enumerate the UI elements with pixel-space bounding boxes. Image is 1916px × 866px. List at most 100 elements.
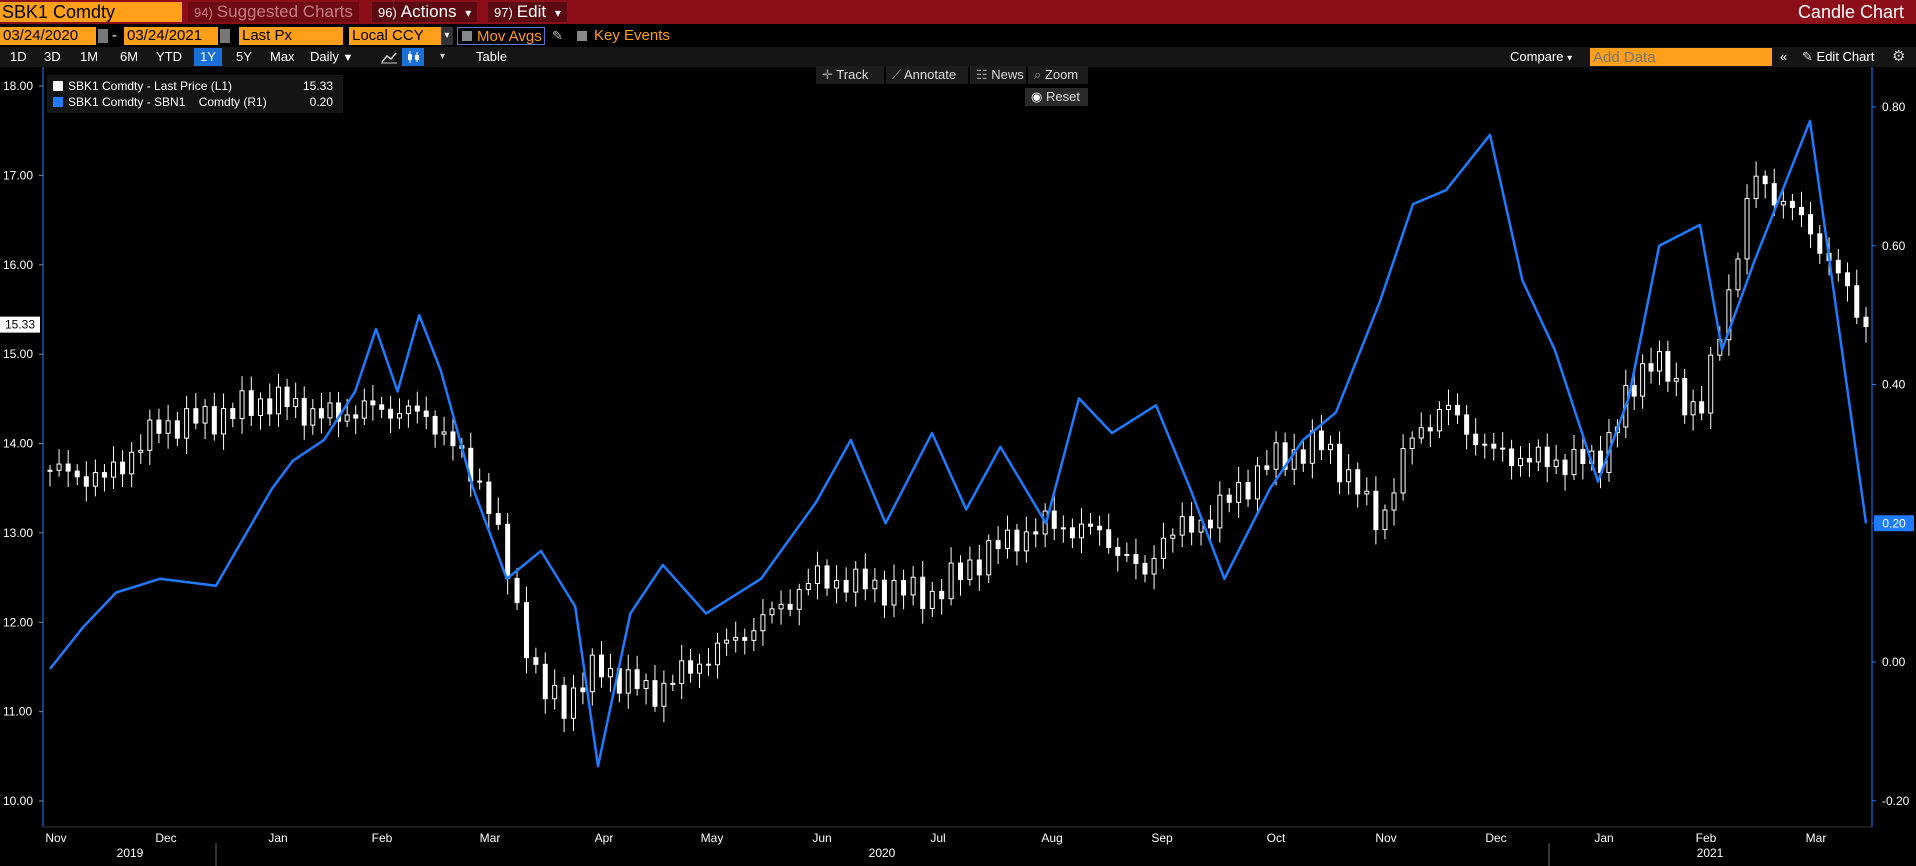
candle-body <box>1346 469 1352 483</box>
start-date-calendar-icon[interactable] <box>98 29 108 43</box>
annotate-tool[interactable]: ⟋ Annotate <box>886 66 968 84</box>
range-1m[interactable]: 1M <box>80 49 99 64</box>
range-1d[interactable]: 1D <box>10 49 27 64</box>
range-5y[interactable]: 5Y <box>236 49 252 64</box>
candle-body <box>652 680 658 707</box>
candle-body <box>310 408 316 426</box>
key-events-checkbox[interactable] <box>577 31 587 41</box>
ticker-field[interactable]: SBK1 Comdty <box>0 2 182 22</box>
currency-dropdown-icon[interactable]: ▾ <box>441 27 453 45</box>
candle-body <box>881 579 887 606</box>
candle-body <box>267 398 273 415</box>
candle-body <box>661 682 667 707</box>
candle-chart-icon[interactable] <box>402 48 424 66</box>
candle-body <box>193 408 199 424</box>
candle-body <box>1835 259 1841 274</box>
field-selector[interactable]: Last Px <box>239 27 343 45</box>
end-date-calendar-icon[interactable] <box>220 29 230 43</box>
candle-body <box>147 419 153 451</box>
chart-style-dropdown-icon[interactable]: ▾ <box>440 51 446 62</box>
legend-item-price[interactable]: SBK1 Comdty - Last Price (L1) 15.33 <box>53 78 337 94</box>
x-axis-month-label: Aug <box>1041 831 1062 845</box>
pencil-icon[interactable]: ✎ <box>552 28 563 43</box>
candle-body <box>1518 458 1524 467</box>
candle-body <box>1069 527 1075 539</box>
candle-body <box>607 668 613 678</box>
candle-body <box>1355 469 1361 495</box>
right-axis-tick-label: 0.00 <box>1882 655 1906 669</box>
x-axis-month-label: Feb <box>1696 831 1717 845</box>
compare-button[interactable]: Compare ▾ <box>1504 48 1588 66</box>
candle-chart-plot[interactable]: 10.00 11.00 12.00 13.00 14.00 15.00 16.00 17.00… <box>0 67 1916 866</box>
end-date-field[interactable]: 03/24/2021 <box>124 27 218 45</box>
range-max[interactable]: Max <box>270 49 295 64</box>
last-price-tag <box>0 316 40 333</box>
candle-body <box>1142 562 1148 575</box>
x-axis-month-label: Feb <box>372 831 393 845</box>
candle-body <box>65 463 71 472</box>
line-chart-icon[interactable] <box>378 48 400 66</box>
legend-item-spread[interactable]: SBK1 Comdty - SBN1 Comdty (R1) 0.20 <box>53 94 337 110</box>
track-icon: ✛ <box>822 67 833 82</box>
candle-body <box>1445 404 1451 410</box>
left-axis-tick-label: 16.00 <box>3 258 33 272</box>
edit-chart-button[interactable]: ✎ Edit Chart <box>1796 48 1880 66</box>
candle-body <box>891 580 897 606</box>
candle-body <box>1060 527 1066 530</box>
reset-button[interactable]: ◉ Reset <box>1025 88 1088 106</box>
spread-line <box>49 119 1868 768</box>
suggested-charts-menu[interactable]: 94) Suggested Charts <box>188 2 359 22</box>
mov-avgs-checkbox[interactable] <box>462 31 472 41</box>
actions-menu[interactable]: 96) Actions ▾ <box>372 2 478 22</box>
candle-body <box>1526 458 1532 463</box>
candle-body <box>1217 494 1223 529</box>
x-axis-month-label: Mar <box>480 831 501 845</box>
edit-caret-icon: ▾ <box>554 6 561 20</box>
range-3d[interactable]: 3D <box>44 49 61 64</box>
x-axis-month-label: Jan <box>268 831 287 845</box>
range-ytd[interactable]: YTD <box>156 49 182 64</box>
candle-body <box>258 398 264 416</box>
candle-body <box>74 470 80 478</box>
collapse-chevron-icon[interactable]: « <box>1780 49 1788 64</box>
zoom-tool[interactable]: ⌕ Zoom <box>1028 66 1088 84</box>
x-axis-month-label: Jul <box>930 831 945 845</box>
left-axis-tick-label: 14.00 <box>3 437 33 451</box>
candle-body <box>1409 437 1415 450</box>
frequency-selector[interactable]: Daily ▼ <box>304 48 376 66</box>
candle-body <box>1291 449 1297 470</box>
candle-body <box>1391 492 1397 511</box>
edit-num: 97) <box>494 5 513 20</box>
candle-body <box>742 637 748 641</box>
candle-body <box>778 603 784 610</box>
candle-body <box>1817 233 1823 254</box>
candle-body <box>910 576 916 596</box>
range-1y[interactable]: 1Y <box>194 48 222 66</box>
settings-gear-icon[interactable]: ⚙ <box>1892 48 1906 65</box>
candle-body <box>156 419 162 434</box>
candle-body <box>724 639 730 644</box>
track-tool[interactable]: ✛ Track <box>816 66 884 84</box>
candle-body <box>202 406 208 424</box>
key-events-label[interactable]: Key Events <box>594 27 670 44</box>
candle-body <box>1863 316 1869 328</box>
candle-body <box>670 682 676 685</box>
candle-body <box>796 589 802 610</box>
currency-selector[interactable]: Local CCY <box>349 27 441 45</box>
add-data-input[interactable] <box>1590 48 1772 66</box>
candle-body <box>239 390 245 420</box>
news-tool[interactable]: ☷ News <box>970 66 1026 84</box>
candle-body <box>211 406 217 435</box>
candle-body <box>1170 534 1176 539</box>
mov-avgs-toggle[interactable]: Mov Avgs <box>457 27 545 45</box>
candle-body <box>1845 272 1851 287</box>
start-date-field[interactable]: 03/24/2020 <box>0 27 96 45</box>
legend-swatch-spread <box>53 97 63 107</box>
edit-menu[interactable]: 97) Edit ▾ <box>488 2 567 22</box>
candle-body <box>1051 510 1057 529</box>
candle-body <box>1535 446 1541 463</box>
table-button[interactable]: Table <box>476 49 508 64</box>
candle-body <box>1735 258 1741 291</box>
range-6m[interactable]: 6M <box>120 49 139 64</box>
compare-label: Compare <box>1510 49 1564 64</box>
